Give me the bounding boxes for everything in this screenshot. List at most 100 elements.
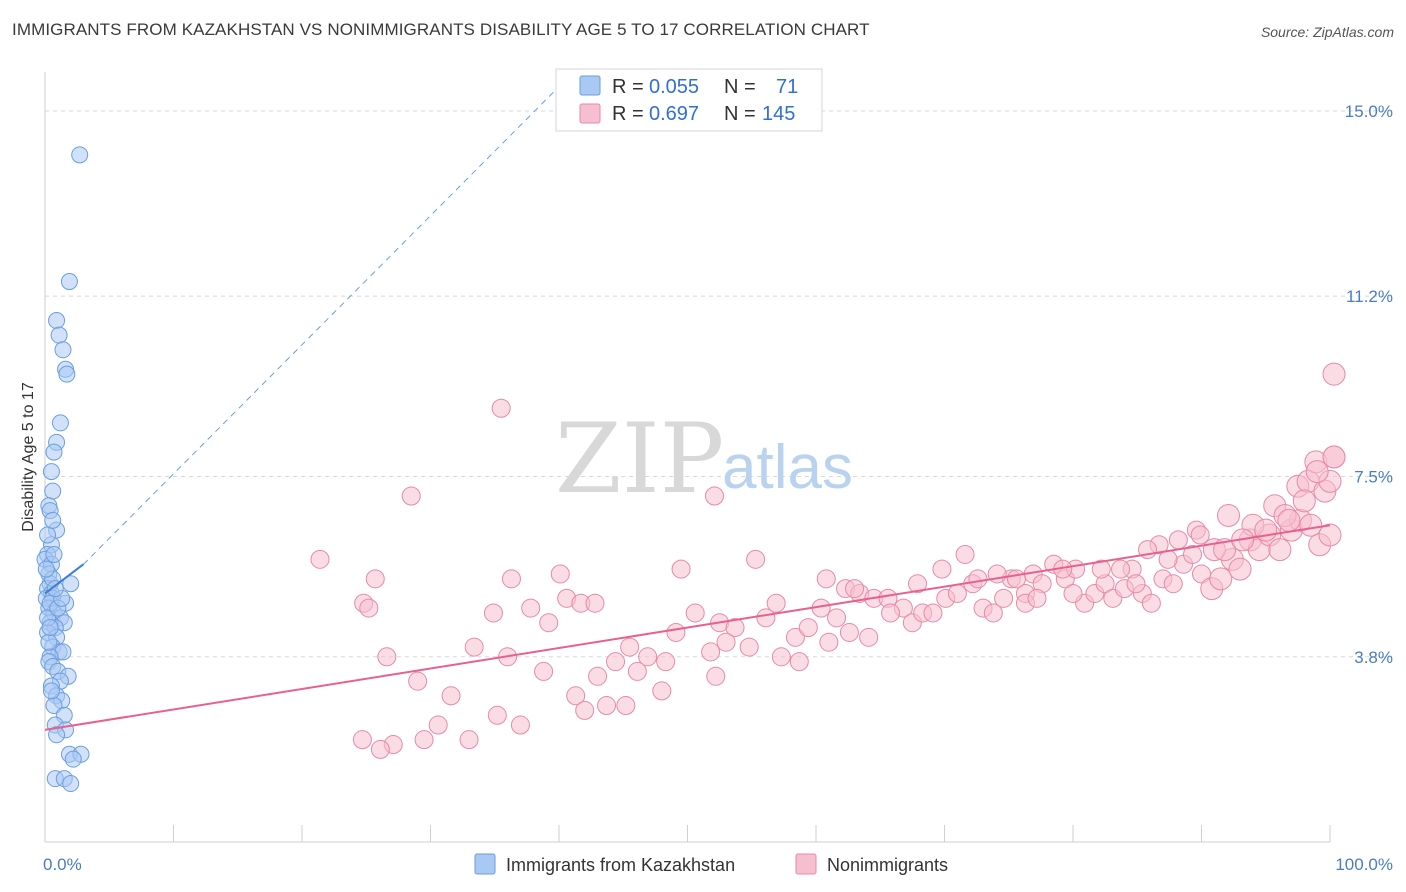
y-tick-label: 7.5%: [1354, 467, 1393, 486]
nonimmigrants-point: [1318, 523, 1342, 547]
y-tick-label: 15.0%: [1345, 102, 1393, 121]
nonimmigrants-point: [1209, 567, 1233, 591]
nonimmigrants-point: [620, 637, 640, 657]
nonimmigrants-point: [310, 549, 330, 569]
nonimmigrants-point: [908, 574, 928, 594]
kazakhstan-points: [36, 146, 90, 793]
nonimmigrants-point: [839, 622, 859, 642]
kazakhstan-point: [48, 312, 66, 330]
nonimmigrants-point: [656, 652, 676, 672]
trend-lines: [44, 524, 1331, 731]
y-axis-label: Disability Age 5 to 17: [20, 382, 37, 532]
nonimmigrants-point: [575, 700, 595, 720]
nonimmigrants-point: [1292, 489, 1316, 513]
kazakhstan-trend-line: [44, 563, 85, 595]
nonimmigrants-point: [701, 642, 721, 662]
legend-n-label-2: N =: [724, 103, 756, 125]
y-tick-labels: 3.8% 7.5% 11.2% 15.0%: [1345, 102, 1393, 667]
x-tick-labels: 0.0% 100.0%: [43, 855, 1393, 874]
bottom-legend: Immigrants from Kazakhstan Nonimmigrants: [474, 853, 948, 875]
kazakhstan-point: [54, 341, 72, 359]
legend-n-value-2: 145: [762, 103, 795, 125]
nonimmigrants-point: [725, 618, 745, 638]
bottom-legend-label-1: Immigrants from Kazakhstan: [506, 855, 735, 875]
nonimmigrants-point: [616, 696, 636, 716]
y-tick-label: 3.8%: [1354, 648, 1393, 667]
nonimmigrants-point: [1027, 588, 1047, 608]
kazakhstan-point: [44, 482, 62, 500]
nonimmigrants-point: [1322, 445, 1346, 469]
nonimmigrants-point: [1277, 508, 1301, 532]
kazakhstan-point: [51, 414, 69, 432]
nonimmigrants-point: [606, 652, 626, 672]
nonimmigrants-point: [483, 603, 503, 623]
legend-n-label-1: N =: [724, 76, 756, 98]
legend-swatch-pink: [579, 103, 601, 124]
nonimmigrants-point: [1299, 513, 1323, 537]
legend-r-value-1: 0.055: [649, 76, 699, 98]
nonimmigrants-point: [1063, 583, 1083, 603]
kazakhstan-point: [50, 326, 68, 344]
nonimmigrants-point: [671, 559, 691, 579]
legend-swatch-blue: [579, 75, 601, 96]
bottom-legend-swatch-blue: [474, 853, 496, 875]
nonimmigrants-point: [955, 544, 975, 564]
nonimmigrants-points: [310, 362, 1346, 759]
kazakhstan-point: [42, 682, 60, 700]
nonimmigrants-point: [1228, 557, 1252, 581]
nonimmigrants-point: [1322, 362, 1346, 386]
kazakhstan-point: [62, 575, 80, 593]
nonimmigrants-point: [638, 647, 658, 667]
nonimmigrants-point: [464, 637, 484, 657]
nonimmigrants-point: [534, 661, 554, 681]
nonimmigrants-point: [706, 666, 726, 686]
nonimmigrants-point: [1183, 544, 1203, 564]
bottom-legend-label-2: Nonimmigrants: [827, 855, 948, 875]
nonimmigrants-point: [932, 559, 952, 579]
nonimmigrants-point: [785, 627, 805, 647]
grid-lines: [45, 110, 1392, 658]
nonimmigrants-point: [1168, 530, 1188, 550]
trend-line-extended: [83, 86, 560, 565]
nonimmigrants-point: [994, 588, 1014, 608]
nonimmigrants-point: [414, 730, 434, 750]
legend-n-value-1: 71: [776, 76, 798, 98]
kazakhstan-point: [40, 633, 58, 651]
kazakhstan-trend-extension: [83, 86, 560, 565]
kazakhstan-point: [39, 526, 57, 544]
nonimmigrants-point: [746, 549, 766, 569]
nonimmigrants-point: [521, 598, 541, 618]
nonimmigrants-point: [968, 569, 988, 589]
watermark-atlas: atlas: [722, 433, 853, 502]
nonimmigrants-point: [550, 564, 570, 584]
nonimmigrants-point: [408, 671, 428, 691]
legend-r-label-1: R =: [612, 76, 644, 98]
nonimmigrants-point: [510, 715, 530, 735]
nonimmigrants-point: [739, 637, 759, 657]
legend-r-label-2: R =: [612, 103, 644, 125]
nonimmigrants-point: [798, 618, 818, 638]
nonimmigrants-point: [1254, 518, 1278, 542]
kazakhstan-point: [60, 273, 78, 291]
nonimmigrants-point: [1216, 503, 1240, 527]
nonimmigrants-point: [401, 486, 421, 506]
nonimmigrants-point: [377, 647, 397, 667]
nonimmigrants-point: [487, 705, 507, 725]
x-tick-label: 0.0%: [43, 855, 82, 874]
nonimmigrants-point: [766, 593, 786, 613]
nonimmigrants-point: [585, 593, 605, 613]
y-tick-label: 11.2%: [1346, 287, 1393, 306]
kazakhstan-point: [71, 146, 89, 164]
chart-title: IMMIGRANTS FROM KAZAKHSTAN VS NONIMMIGRA…: [12, 20, 870, 39]
nonimmigrants-point: [1141, 593, 1161, 613]
nonimmigrants-point: [859, 627, 879, 647]
watermark-zip: ZIP: [555, 403, 724, 515]
nonimmigrants-point: [1111, 559, 1131, 579]
nonimmigrants-point: [588, 666, 608, 686]
nonimmigrants-point: [539, 613, 559, 633]
nonimmigrants-trend-line: [44, 524, 1331, 731]
nonimmigrants-point: [1126, 574, 1146, 594]
nonimmigrants-point: [1163, 574, 1183, 594]
nonimmigrants-point: [789, 652, 809, 672]
